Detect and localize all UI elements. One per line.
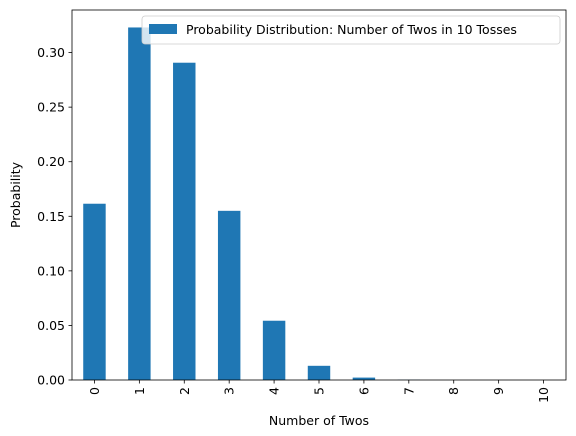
x-tick-label: 4 [267,387,282,395]
x-tick-label: 2 [177,387,192,395]
legend-swatch [149,24,177,34]
y-tick-label: 0.10 [37,263,65,278]
bars-group [83,27,421,380]
x-tick-label: 8 [446,387,461,395]
y-tick-label: 0.15 [37,209,65,224]
bar-4 [262,320,286,380]
y-tick-label: 0.25 [37,100,65,115]
y-tick-label: 0.00 [37,373,65,388]
bar-5 [307,365,331,380]
y-axis-label: Probability [8,161,23,228]
x-tick-label: 10 [536,387,551,403]
y-tick-label: 0.30 [37,45,65,60]
x-tick-label: 6 [356,387,371,395]
bar-6 [352,377,376,380]
x-tick-label: 7 [401,387,416,395]
x-tick-label: 5 [312,387,327,395]
legend-label: Probability Distribution: Number of Twos… [186,22,517,37]
bar-3 [217,210,241,380]
x-axis-ticks: 0 1 2 3 4 5 6 7 8 9 10 [87,380,551,403]
y-tick-label: 0.20 [37,154,65,169]
x-tick-label: 1 [132,387,147,395]
legend-box [141,15,561,45]
x-tick-label: 9 [491,387,506,395]
bar-0 [83,203,106,380]
x-tick-label: 3 [222,387,237,395]
x-axis-label: Number of Twos [269,413,369,428]
legend: Probability Distribution: Number of Twos… [141,15,561,45]
y-tick-label: 0.05 [37,318,65,333]
bar-1 [128,27,151,380]
x-tick-label: 0 [87,387,102,395]
plot-frame [71,9,567,381]
y-axis-ticks: 0.00 0.05 0.10 0.15 0.20 0.25 0.30 [37,45,72,388]
bar-2 [173,62,196,380]
